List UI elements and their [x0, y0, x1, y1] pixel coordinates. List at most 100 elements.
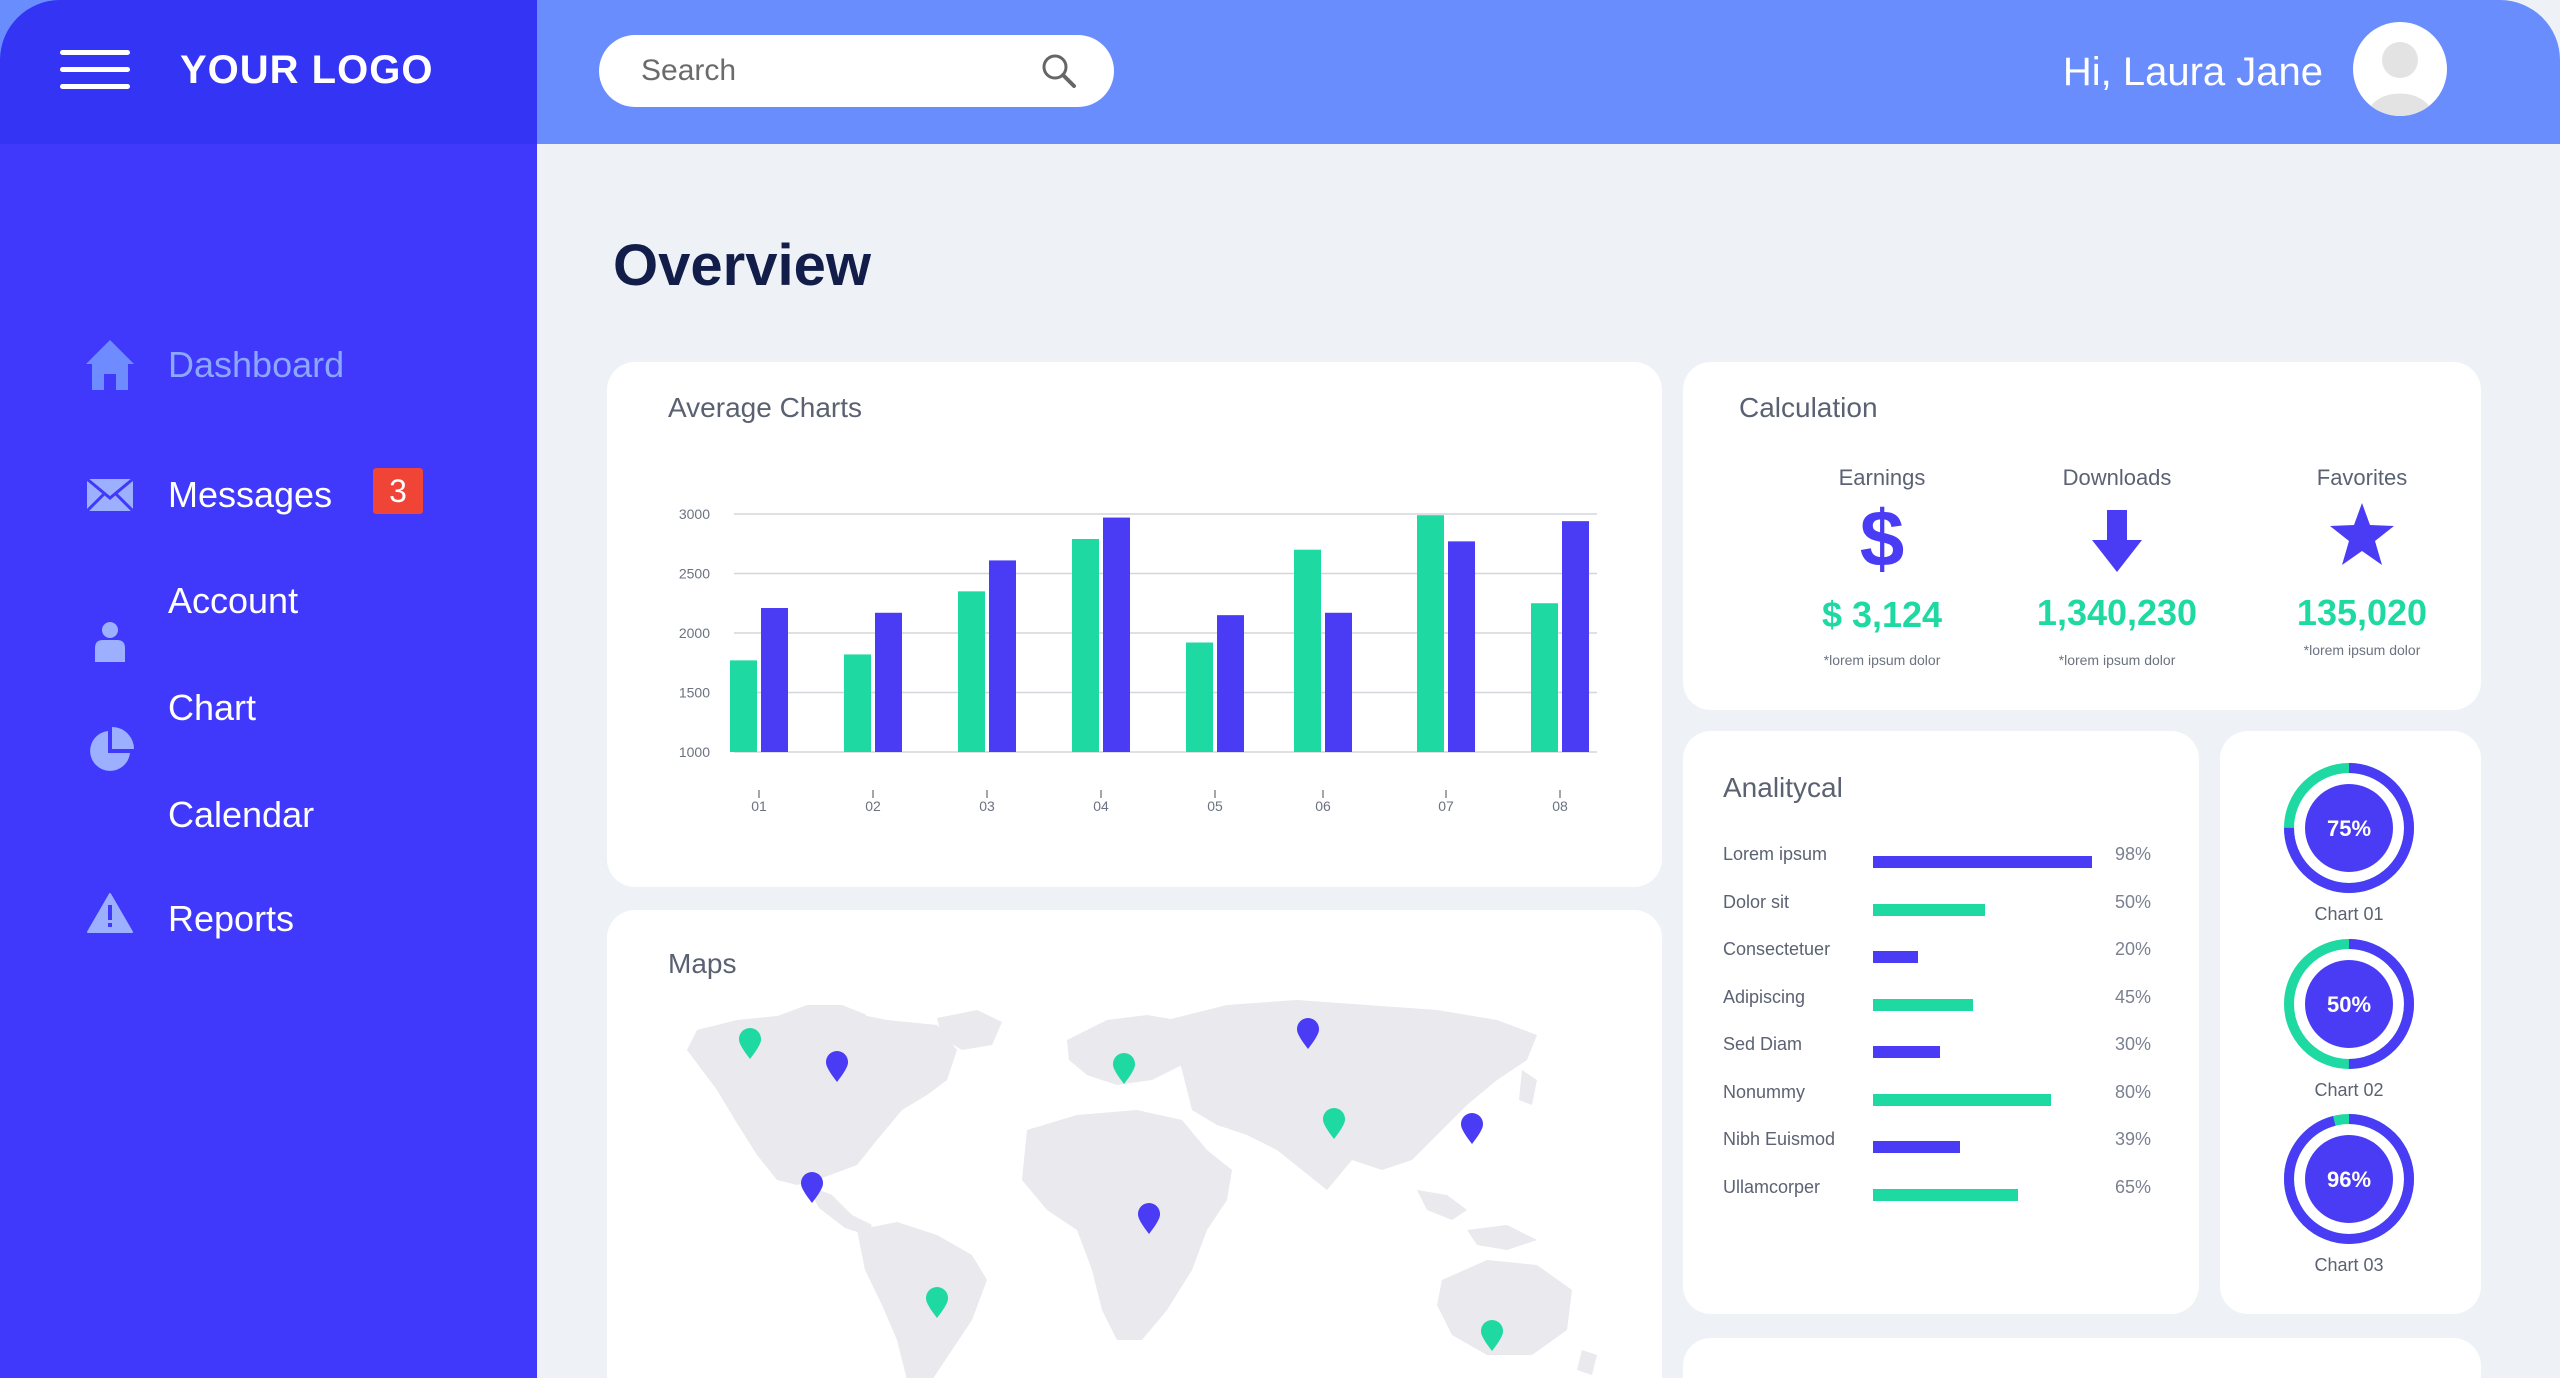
menu-icon[interactable] — [60, 50, 130, 90]
map-pin-icon[interactable] — [1296, 1018, 1320, 1050]
sidebar-item-reports[interactable]: Reports — [0, 893, 537, 958]
bar — [1103, 517, 1130, 752]
map-pin-icon[interactable] — [800, 1172, 824, 1204]
top-bar: YOUR LOGO Hi, Laura Jane — [0, 0, 2560, 144]
map-pin-icon[interactable] — [1322, 1108, 1346, 1140]
map-pin-icon[interactable] — [925, 1287, 949, 1319]
analytical-row-label: Ullamcorper — [1723, 1176, 1821, 1197]
earnings-label: Earnings — [1838, 465, 1926, 490]
donut-arc — [2284, 939, 2414, 1069]
bar-chart: 1000 1500 2000 2500 3000 01 02 03 04 05 06 07 08 — [679, 506, 1597, 814]
search-box[interactable] — [599, 35, 1114, 107]
analytical-row-percent: 98% — [2115, 844, 2152, 864]
x-tick-label: 03 — [979, 798, 995, 814]
user-icon — [95, 622, 125, 662]
logo[interactable]: YOUR LOGO — [180, 48, 434, 92]
analytical-bar — [1873, 903, 1985, 916]
favorites-note: *lorem ipsum dolor — [2303, 642, 2421, 658]
bar — [761, 608, 788, 752]
analytical-bar — [1873, 1141, 1960, 1153]
analytical-row-percent: 50% — [2115, 891, 2152, 912]
bottom-card — [1683, 1338, 2481, 1378]
logo-block: YOUR LOGO — [0, 0, 537, 144]
map-pin-icon[interactable] — [1112, 1053, 1136, 1085]
map-pin-icon[interactable] — [1480, 1320, 1504, 1352]
bar — [1448, 541, 1475, 752]
sidebar-item-label: Chart — [168, 687, 257, 728]
page-title: Overview — [613, 233, 871, 298]
donut-label: Chart 03 — [2314, 1255, 2384, 1275]
bar — [958, 591, 985, 752]
envelope-icon — [86, 478, 134, 512]
avatar[interactable] — [2353, 22, 2447, 116]
map-pin-icon[interactable] — [825, 1051, 849, 1083]
donut-label: Chart 01 — [2314, 904, 2384, 924]
bar — [1186, 642, 1213, 752]
search-icon[interactable] — [1040, 52, 1080, 92]
sidebar-item-dashboard[interactable]: Dashboard — [0, 340, 537, 404]
bar — [1072, 538, 1099, 752]
bar — [875, 612, 902, 752]
donut-value: 75% — [2327, 816, 2371, 841]
analytical-bar — [1873, 1188, 2018, 1201]
donut-label: Chart 02 — [2314, 1080, 2384, 1100]
donut-arc — [2284, 763, 2414, 893]
sidebar-item-account[interactable]: Account — [0, 580, 537, 662]
downloads-note: *lorem ipsum dolor — [2058, 652, 2176, 668]
donut-chart: 75% — [2284, 763, 2414, 893]
home-icon — [86, 340, 134, 390]
bar — [1294, 549, 1321, 752]
star-icon — [2330, 503, 2394, 565]
sidebar-item-label: Account — [168, 580, 299, 621]
world-map — [687, 1000, 1597, 1378]
card-title: Maps — [668, 948, 737, 979]
favorites-value: 135,020 — [2296, 592, 2428, 633]
donut-chart: 50% — [2284, 939, 2414, 1069]
sidebar-item-chart[interactable]: Chart — [0, 687, 537, 771]
downloads-value: 1,340,230 — [2036, 592, 2198, 633]
maps-card: Maps — [607, 910, 1662, 1378]
bar — [1531, 603, 1558, 752]
message-count-badge: 3 — [373, 468, 423, 514]
y-tick-label: 1500 — [679, 685, 710, 701]
sidebar-item-messages[interactable]: Messages 3 — [0, 468, 537, 534]
donut-arc — [2284, 1114, 2414, 1244]
y-tick-label: 2000 — [679, 625, 710, 641]
search-input[interactable] — [641, 49, 1021, 93]
analytical-bar — [1873, 951, 1918, 963]
card-title: Calculation — [1739, 392, 1878, 423]
analytical-row-label: Consectetuer — [1723, 939, 1831, 959]
analytical-bar — [1873, 856, 2092, 868]
donut-center — [2305, 960, 2393, 1048]
sidebar-item-label: Calendar — [168, 794, 315, 835]
map-pin-icon[interactable] — [1137, 1203, 1161, 1235]
bar — [844, 654, 871, 752]
bar — [730, 660, 757, 752]
sidebar: Dashboard Messages 3 Account Chart Calen… — [0, 144, 537, 1378]
x-tick-label: 07 — [1438, 798, 1454, 814]
analytical-bar — [1873, 998, 1974, 1011]
arrow-down-icon — [2092, 510, 2142, 572]
x-tick-label: 05 — [1207, 798, 1223, 814]
bar — [1217, 615, 1244, 752]
analytical-row-label: Lorem ipsum — [1723, 844, 1828, 864]
sidebar-item-label: Dashboard — [168, 344, 345, 385]
sidebar-item-label: Reports — [168, 898, 295, 939]
y-tick-label: 1000 — [679, 744, 710, 760]
bar — [1325, 612, 1352, 752]
map-pin-icon[interactable] — [738, 1028, 762, 1060]
user-avatar-icon — [2367, 42, 2433, 116]
calculation-card: Calculation Earnings $ $ 3,124 *lorem ip… — [1683, 362, 2481, 710]
analytical-bar — [1873, 1046, 1940, 1058]
analytical-card — [1683, 731, 2199, 1314]
earnings-value: $ 3,124 — [1821, 594, 1943, 635]
analytical-row-percent: 65% — [2115, 1176, 2152, 1197]
analytical-row-label: Adipiscing — [1723, 986, 1806, 1007]
donut-chart: 96% — [2284, 1114, 2414, 1244]
svg-text:$: $ — [1860, 500, 1905, 576]
x-tick-label: 08 — [1552, 798, 1568, 814]
sidebar-item-calendar[interactable]: Calendar — [0, 794, 537, 854]
x-tick-label: 06 — [1315, 798, 1331, 814]
map-pin-icon[interactable] — [1460, 1113, 1484, 1145]
average-charts-card: Average Charts 1000 1500 2000 2500 3000 01 02 0… — [607, 362, 1662, 887]
